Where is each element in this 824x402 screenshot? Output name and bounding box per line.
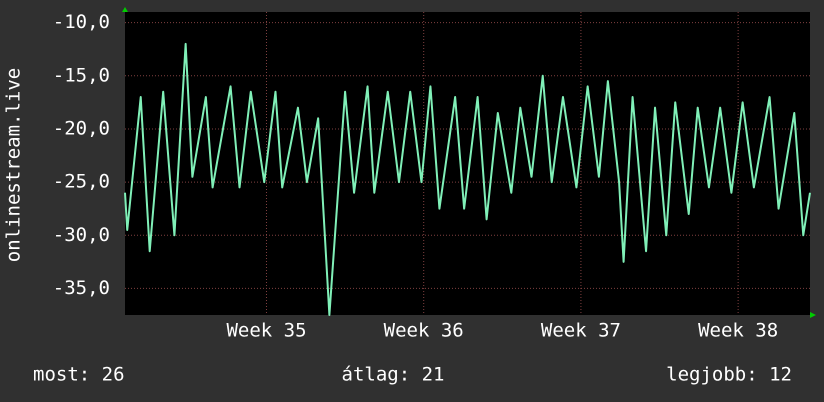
- x-axis-arrow: [810, 312, 816, 318]
- y-tick-label: -30,0: [53, 224, 110, 246]
- x-tick-label: Week 38: [698, 320, 778, 342]
- y-tick-label: -20,0: [53, 117, 110, 139]
- y-tick-label: -10,0: [53, 11, 110, 33]
- x-tick-label: Week 37: [541, 320, 621, 342]
- data-line: [124, 42, 811, 316]
- y-tick-label: -15,0: [53, 64, 110, 86]
- legend-entry: legjobb: 12: [666, 364, 792, 386]
- plot-area: [125, 12, 810, 315]
- y-tick-label: -25,0: [53, 171, 110, 193]
- y-axis-label: onlinestream.live: [3, 68, 25, 262]
- y-axis-arrow: [122, 7, 128, 12]
- legend-entry: most: 26: [33, 364, 125, 386]
- x-tick-label: Week 36: [384, 320, 464, 342]
- legend-entry: átlag: 21: [342, 364, 445, 386]
- y-tick-label: -35,0: [53, 277, 110, 299]
- x-tick-label: Week 35: [226, 320, 306, 342]
